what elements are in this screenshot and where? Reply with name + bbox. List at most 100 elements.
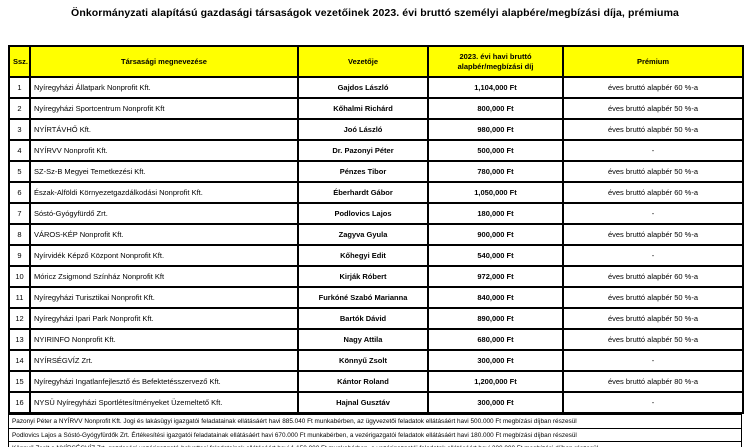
company-name: NYÍRVV Nonprofit Kft. [29, 139, 299, 162]
footnote-row: Pazonyi Péter a NYÍRVV Nonprofit Kft. Jo… [8, 414, 742, 428]
table-row: 3 NYÍRTÁVHŐ Kft. Joó László 980,000 Ft éves … [8, 118, 744, 141]
leader-name: Bartók Dávid [297, 307, 429, 330]
header-company: Társasági megnevezése [29, 45, 299, 78]
company-name: Nyíregyházi Ingatlanfejlesztő és Befekte… [29, 370, 299, 393]
header-premium: Prémium [562, 45, 744, 78]
table-row: 10 Móricz Zsigmond Színház Nonprofit Kft K… [8, 265, 744, 288]
table-row: 1 Nyíregyházi Állatpark Nonprofit Kft. Gaj… [8, 76, 744, 99]
premium-value: - [562, 244, 744, 267]
premium-value: éves bruttó alapbér 80 %-a [562, 370, 744, 393]
leader-name: Éberhardt Gábor [297, 181, 429, 204]
table-header-row: Ssz. Társasági megnevezése Vezetője 2023… [8, 45, 744, 78]
table-row: 5 SZ-Sz-B Megyei Temetkezési Kft. Pénzes T… [8, 160, 744, 183]
row-number: 2 [8, 97, 31, 120]
row-number: 6 [8, 181, 31, 204]
company-name: NYÍRTÁVHŐ Kft. [29, 118, 299, 141]
footnote-row: Könnyű Zsolt a NYÍRSÉGVÍZ Zrt. gazdasági… [8, 441, 742, 447]
row-number: 14 [8, 349, 31, 372]
footnotes: Pazonyi Péter a NYÍRVV Nonprofit Kft. Jo… [8, 414, 742, 447]
row-number: 7 [8, 202, 31, 225]
salary-value: 680,000 Ft [427, 328, 564, 351]
leader-name: Nagy Attila [297, 328, 429, 351]
premium-value: éves bruttó alapbér 50 %-a [562, 223, 744, 246]
leader-name: Kántor Roland [297, 370, 429, 393]
table-row: 12 Nyíregyházi Ipari Park Nonprofit Kft. B… [8, 307, 744, 330]
company-name: Sóstó-Gyógyfürdő Zrt. [29, 202, 299, 225]
leader-name: Pénzes Tibor [297, 160, 429, 183]
leader-name: Podlovics Lajos [297, 202, 429, 225]
table-row: 16 NYSÜ Nyíregyházi Sportlétesítményeket … [8, 391, 744, 414]
company-name: NYIRINFO Nonprofit Kft. [29, 328, 299, 351]
table-row: 6 Észak-Alföldi Környezetgazdálkodási Non… [8, 181, 744, 204]
table-row: 15 Nyíregyházi Ingatlanfejlesztő és Befek… [8, 370, 744, 393]
table-row: 8 VÁROS-KÉP Nonprofit Kft. Zagyva Gyula 900… [8, 223, 744, 246]
company-name: SZ-Sz-B Megyei Temetkezési Kft. [29, 160, 299, 183]
premium-value: éves bruttó alapbér 50 %-a [562, 160, 744, 183]
table-row: 11 Nyíregyházi Turisztikai Nonprofit Kft.… [8, 286, 744, 309]
salary-value: 500,000 Ft [427, 139, 564, 162]
company-name: Észak-Alföldi Környezetgazdálkodási Nonp… [29, 181, 299, 204]
premium-value: - [562, 139, 744, 162]
salary-table: Ssz. Társasági megnevezése Vezetője 2023… [8, 45, 744, 414]
salary-value: 300,000 Ft [427, 391, 564, 414]
salary-value: 800,000 Ft [427, 97, 564, 120]
leader-name: Joó László [297, 118, 429, 141]
row-number: 4 [8, 139, 31, 162]
salary-value: 540,000 Ft [427, 244, 564, 267]
premium-value: éves bruttó alapbér 50 %-a [562, 97, 744, 120]
table-body: 1 Nyíregyházi Állatpark Nonprofit Kft. Gaj… [8, 76, 744, 414]
row-number: 8 [8, 223, 31, 246]
premium-value: - [562, 202, 744, 225]
table-row: 9 Nyírvidék Képző Központ Nonprofit Kft. K… [8, 244, 744, 267]
company-name: NYSÜ Nyíregyházi Sportlétesítményeket Üz… [29, 391, 299, 414]
salary-value: 1,200,000 Ft [427, 370, 564, 393]
premium-value: - [562, 349, 744, 372]
company-name: NYÍRSÉGVÍZ Zrt. [29, 349, 299, 372]
premium-value: éves bruttó alapbér 50 %-a [562, 328, 744, 351]
leader-name: Zagyva Gyula [297, 223, 429, 246]
premium-value: éves bruttó alapbér 50 %-a [562, 118, 744, 141]
header-salary: 2023. évi havi bruttó alapbér/megbízási … [427, 45, 564, 78]
leader-name: Gajdos László [297, 76, 429, 99]
row-number: 16 [8, 391, 31, 414]
row-number: 10 [8, 265, 31, 288]
company-name: Nyíregyházi Sportcentrum Nonprofit Kft [29, 97, 299, 120]
table-row: 13 NYIRINFO Nonprofit Kft. Nagy Attila 680,… [8, 328, 744, 351]
salary-value: 300,000 Ft [427, 349, 564, 372]
row-number: 9 [8, 244, 31, 267]
leader-name: Kőhalmi Richárd [297, 97, 429, 120]
premium-value: éves bruttó alapbér 60 %-a [562, 76, 744, 99]
premium-value: - [562, 391, 744, 414]
salary-value: 1,104,000 Ft [427, 76, 564, 99]
company-name: Nyíregyházi Turisztikai Nonprofit Kft. [29, 286, 299, 309]
row-number: 12 [8, 307, 31, 330]
salary-value: 840,000 Ft [427, 286, 564, 309]
leader-name: Könnyű Zsolt [297, 349, 429, 372]
footnote-row: Podlovics Lajos a Sóstó-Gyógyfürdők Zrt.… [8, 427, 742, 441]
leader-name: Kőhegyi Edit [297, 244, 429, 267]
premium-value: éves bruttó alapbér 60 %-a [562, 265, 744, 288]
premium-value: éves bruttó alapbér 50 %-a [562, 307, 744, 330]
salary-value: 780,000 Ft [427, 160, 564, 183]
salary-value: 972,000 Ft [427, 265, 564, 288]
salary-value: 900,000 Ft [427, 223, 564, 246]
row-number: 15 [8, 370, 31, 393]
salary-value: 980,000 Ft [427, 118, 564, 141]
table-row: 4 NYÍRVV Nonprofit Kft. Dr. Pazonyi Péter 5… [8, 139, 744, 162]
table-row: 14 NYÍRSÉGVÍZ Zrt. Könnyű Zsolt 300,000 Ft - [8, 349, 744, 372]
leader-name: Dr. Pazonyi Péter [297, 139, 429, 162]
salary-value: 1,050,000 Ft [427, 181, 564, 204]
header-ssz: Ssz. [8, 45, 31, 78]
header-leader: Vezetője [297, 45, 429, 78]
leader-name: Kirják Róbert [297, 265, 429, 288]
document-page: Önkormányzati alapítású gazdasági társas… [0, 7, 750, 447]
row-number: 5 [8, 160, 31, 183]
row-number: 13 [8, 328, 31, 351]
company-name: Móricz Zsigmond Színház Nonprofit Kft [29, 265, 299, 288]
document-title: Önkormányzati alapítású gazdasági társas… [71, 7, 679, 19]
company-name: VÁROS-KÉP Nonprofit Kft. [29, 223, 299, 246]
row-number: 3 [8, 118, 31, 141]
company-name: Nyíregyházi Ipari Park Nonprofit Kft. [29, 307, 299, 330]
salary-value: 890,000 Ft [427, 307, 564, 330]
leader-name: Hajnal Gusztáv [297, 391, 429, 414]
